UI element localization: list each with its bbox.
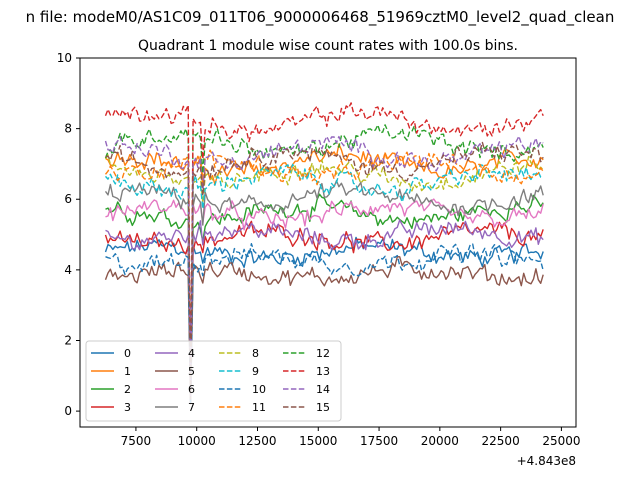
legend-label-11: 11 xyxy=(252,401,266,414)
series-line-4 xyxy=(105,219,544,404)
legend-label-14: 14 xyxy=(316,383,330,396)
legend-label-2: 2 xyxy=(124,383,131,396)
series-line-13 xyxy=(104,102,544,398)
series-line-5 xyxy=(104,256,544,405)
series-line-1 xyxy=(105,143,544,400)
legend-label-0: 0 xyxy=(124,347,131,360)
series-line-2 xyxy=(105,193,544,403)
x-tick-label: 20000 xyxy=(421,434,459,448)
chart-title: Quadrant 1 module wise count rates with … xyxy=(138,38,518,54)
legend-label-13: 13 xyxy=(316,365,330,378)
legend-label-7: 7 xyxy=(188,401,195,414)
x-tick-label: 25000 xyxy=(542,434,580,448)
legend-label-1: 1 xyxy=(124,365,131,378)
series-line-15 xyxy=(105,141,544,400)
plot-frame xyxy=(79,57,577,428)
legend-label-4: 4 xyxy=(188,347,195,360)
series-line-8 xyxy=(104,154,544,401)
x-tick-label: 7500 xyxy=(121,434,152,448)
legend-label-10: 10 xyxy=(252,383,266,396)
series-layer xyxy=(104,102,544,405)
series-line-14 xyxy=(104,135,544,400)
legend-label-6: 6 xyxy=(188,383,195,396)
x-tick-label: 12500 xyxy=(238,434,276,448)
y-tick-label: 2 xyxy=(64,333,72,347)
y-tick-label: 6 xyxy=(64,192,72,206)
series-line-10 xyxy=(105,243,544,405)
series-line-9 xyxy=(104,163,544,401)
legend-label-5: 5 xyxy=(188,365,195,378)
legend-label-9: 9 xyxy=(252,365,259,378)
series-line-7 xyxy=(104,179,544,402)
x-tick-label: 10000 xyxy=(178,434,216,448)
figure-suptitle: n file: modeM0/AS1C09_011T06_9000006468_… xyxy=(26,8,615,27)
y-tick-label: 10 xyxy=(57,51,72,65)
legend-label-12: 12 xyxy=(316,347,330,360)
legend-label-15: 15 xyxy=(316,401,330,414)
y-tick-label: 8 xyxy=(64,122,72,136)
legend-label-3: 3 xyxy=(124,401,131,414)
x-tick-label: 22500 xyxy=(482,434,520,448)
series-line-12 xyxy=(104,124,544,399)
series-line-11 xyxy=(104,149,544,399)
axis-ticks: 7500 10000 12500 15000 17500 20000 22500 25000 0… xyxy=(57,51,581,448)
series-line-0 xyxy=(104,236,544,404)
x-offset-label: +4.843e8 xyxy=(517,454,576,468)
x-tick-label: 15000 xyxy=(299,434,337,448)
y-tick-label: 4 xyxy=(64,263,72,277)
x-tick-label: 17500 xyxy=(360,434,398,448)
legend-box xyxy=(85,340,342,422)
y-tick-label: 0 xyxy=(64,404,72,418)
legend-label-8: 8 xyxy=(252,347,259,360)
